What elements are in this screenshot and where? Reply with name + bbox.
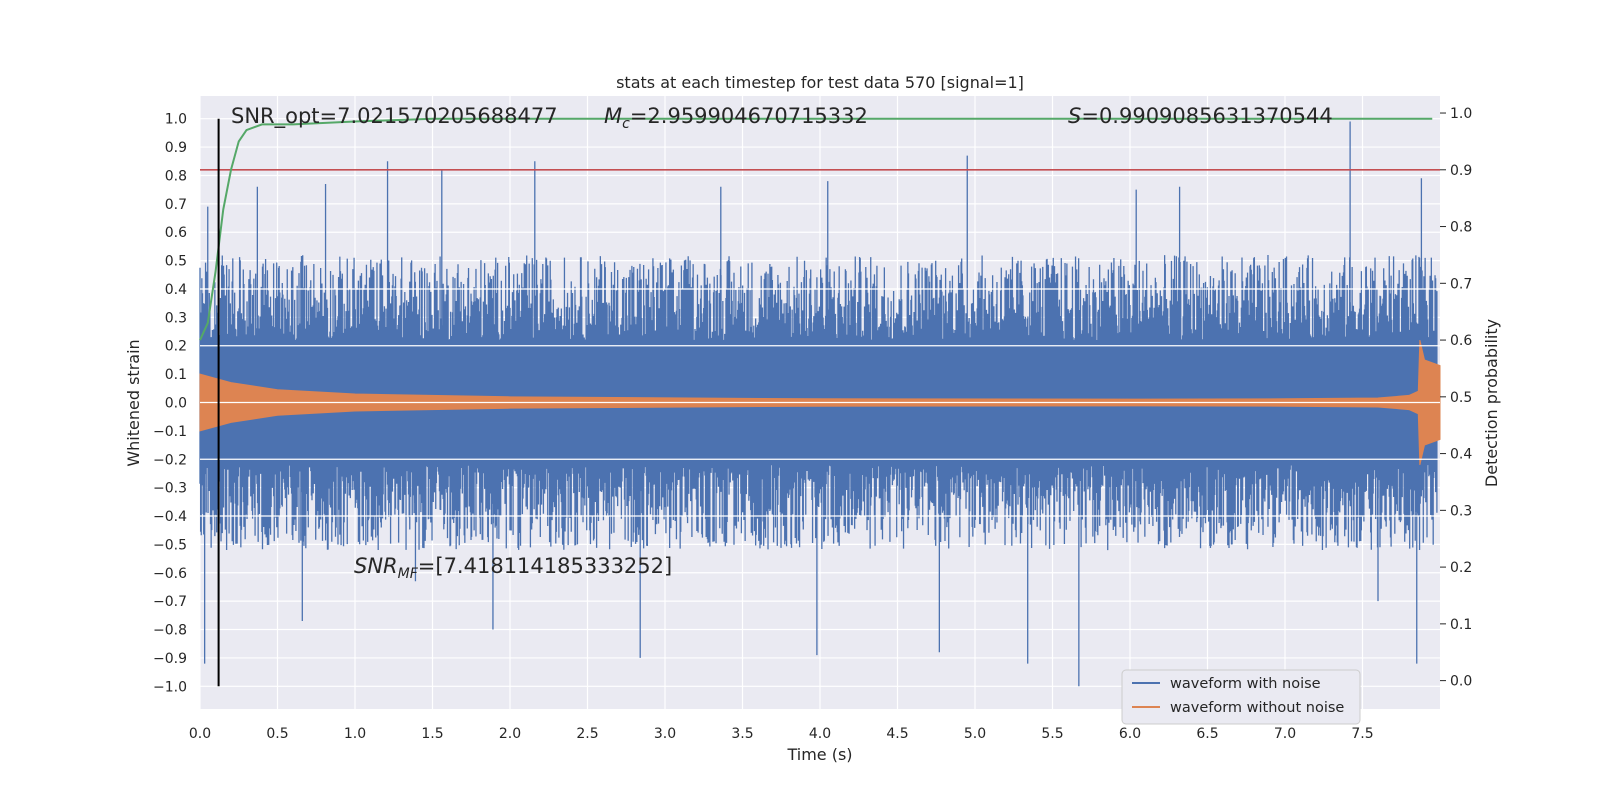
snr-mf-value: =[7.418114185333252] [418,554,672,578]
x-tick-label: 4.5 [886,726,908,742]
y-tick-label: 0.4 [165,282,187,298]
y-tick-label: −0.3 [153,481,187,497]
x-tick-label: 5.5 [1041,726,1063,742]
y-right-axis-label: Detection probability [1482,319,1501,487]
legend: waveform with noise waveform without noi… [1121,669,1361,725]
legend-label-clean: waveform without noise [1170,700,1344,716]
y-right-tick-label: 0.1 [1450,617,1472,633]
x-tick-label: 5.0 [964,726,986,742]
y-tick-label: −0.1 [153,424,187,440]
y-tick-label: 0.2 [165,339,187,355]
x-tick-label: 6.0 [1119,726,1141,742]
y-right-tick-label: 0.2 [1450,560,1472,576]
y-tick-label: 0.3 [165,310,187,326]
x-tick-label: 3.0 [654,726,676,742]
y-right-tick-label: 0.7 [1450,276,1472,292]
y-right-tick-label: 0.8 [1450,220,1472,236]
score-annotation: S=0.9909085631370544 [1068,104,1333,128]
x-tick-label: 7.0 [1274,726,1296,742]
y-tick-label: 0.6 [165,225,187,241]
y-tick-label: −1.0 [153,679,187,695]
y-tick-label: −0.7 [153,594,187,610]
y-right-tick-label: 0.5 [1450,390,1472,406]
snr-mf-annotation: SNRMF=[7.418114185333252] [354,554,672,582]
y-tick-label: −0.6 [153,566,187,582]
x-tick-label: 2.0 [499,726,521,742]
y-tick-label: 0.7 [165,197,187,213]
y-tick-label: −0.5 [153,537,187,553]
y-right-tick-label: 0.6 [1450,333,1472,349]
y-tick-label: 1.0 [165,112,187,128]
y-right-tick-label: 0.9 [1450,163,1472,179]
series-detection-probability [199,117,1433,341]
x-tick-label: 4.0 [809,726,831,742]
score-value: =0.9909085631370544 [1081,104,1332,128]
y-axis-label: Whitened strain [124,339,143,466]
x-tick-label: 0.0 [189,726,211,742]
chirp-mass-symbol: M [604,104,622,128]
y-right-tick-label: 0.4 [1450,447,1472,463]
y-tick-label: 0.0 [165,396,187,412]
y-tick-label: 0.5 [165,254,187,270]
y-tick-label: −0.9 [153,651,187,667]
y-tick-label: −0.2 [153,452,187,468]
chirp-mass-value: =2.959904670715332 [630,104,868,128]
x-axis-label: Time (s) [786,745,852,764]
snr-opt-annotation: SNR_opt=7.021570205688477 [231,104,558,129]
x-tick-label: 0.5 [266,726,288,742]
y-tick-label: −0.8 [153,623,187,639]
x-tick-label: 7.5 [1351,726,1373,742]
x-tick-label: 3.5 [731,726,753,742]
y-tick-label: −0.4 [153,509,187,525]
chirp-mass-annotation: Mc=2.959904670715332 [604,104,868,132]
x-tick-label: 2.5 [576,726,598,742]
x-tick-label: 1.5 [421,726,443,742]
x-tick-label: 1.0 [344,726,366,742]
x-tick-label: 6.5 [1196,726,1218,742]
y-tick-label: 0.9 [165,140,187,156]
y-right-tick-label: 0.3 [1450,503,1472,519]
snr-mf-subscript: MF [398,566,419,582]
score-symbol: S [1068,104,1081,128]
legend-label-noise: waveform with noise [1170,676,1321,692]
y-right-tick-label: 0.0 [1450,674,1472,690]
chart-title: stats at each timestep for test data 570… [616,73,1024,92]
y-tick-label: 0.8 [165,168,187,184]
snr-mf-symbol: SNR [354,554,398,578]
y-tick-label: 0.1 [165,367,187,383]
y-right-tick-label: 1.0 [1450,106,1472,122]
chirp-mass-subscript: c [622,116,630,132]
